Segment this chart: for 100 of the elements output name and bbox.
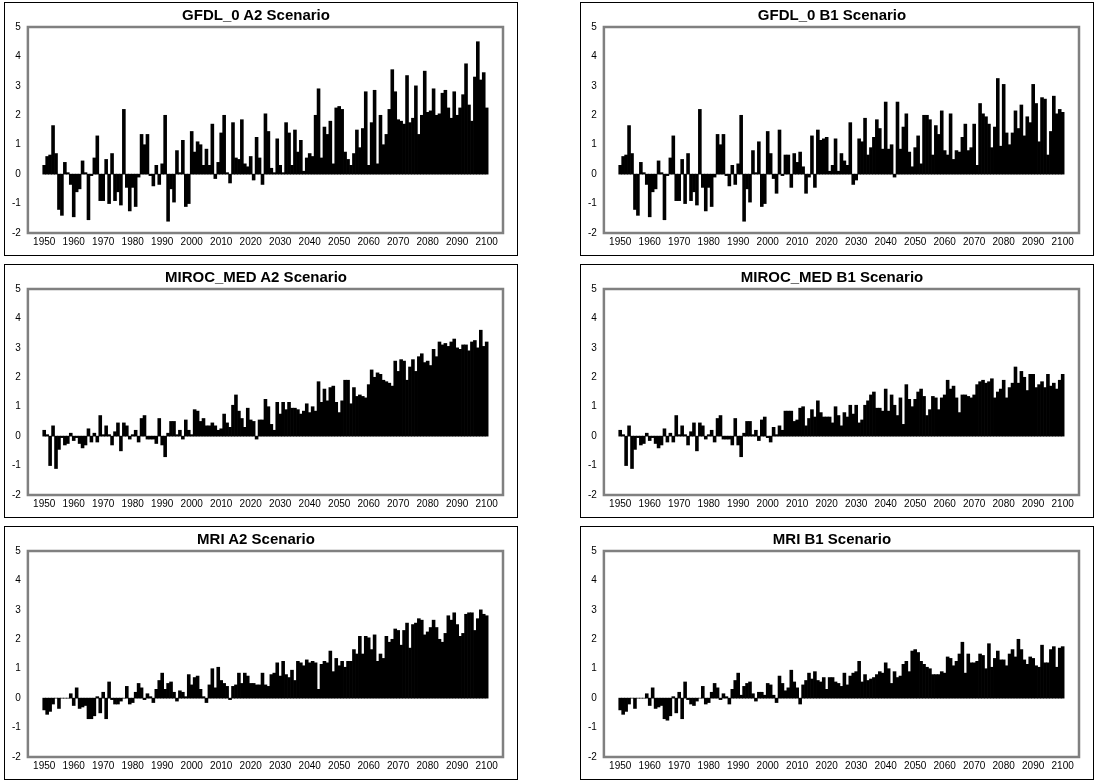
x-tick-label: 1980	[121, 235, 145, 247]
bar	[299, 139, 303, 175]
x-tick-label: 1970	[92, 759, 115, 771]
x-tick-label: 2030	[269, 235, 292, 247]
bar	[57, 697, 61, 709]
bar	[216, 666, 221, 699]
y-tick-label: 2	[15, 109, 22, 121]
x-tick-label: 1990	[151, 497, 174, 509]
bar	[51, 125, 55, 175]
y-tick-label: -1	[587, 197, 598, 209]
bar	[290, 669, 294, 699]
bar	[222, 114, 226, 175]
y-tick-label: 2	[15, 633, 22, 645]
bar	[821, 677, 826, 699]
y-tick-label: 5	[15, 20, 22, 32]
bar	[178, 429, 182, 437]
x-tick-label: 2050	[904, 759, 927, 771]
x-tick-label: 2020	[239, 497, 263, 509]
x-tick-label: 2080	[992, 235, 1016, 247]
y-tick-label: -2	[587, 750, 598, 762]
y-tick-label: -1	[587, 721, 598, 733]
x-tick-label: 2040	[874, 497, 898, 509]
bar	[181, 691, 185, 699]
y-tick-label: 3	[15, 603, 22, 615]
x-tick-label: 2100	[475, 759, 499, 771]
bar	[854, 404, 858, 437]
y-tick-label: 0	[15, 429, 22, 441]
y-tick-label: 0	[15, 691, 22, 703]
bar	[810, 409, 814, 437]
y-tick-label: -2	[11, 750, 22, 762]
x-tick-label: 2070	[387, 235, 410, 247]
x-tick-label: 2070	[387, 497, 410, 509]
x-tick-label: 1970	[92, 235, 115, 247]
x-tick-label: 2010	[210, 235, 233, 247]
y-tick-label: 2	[591, 109, 598, 121]
x-tick-label: 2090	[1022, 235, 1045, 247]
y-tick-label: 1	[15, 662, 22, 674]
x-tick-label: 2020	[815, 759, 839, 771]
y-tick-label: 4	[15, 574, 22, 586]
x-tick-label: 2090	[446, 759, 469, 771]
x-tick-label: 2040	[874, 759, 898, 771]
bar	[275, 401, 280, 437]
y-tick-label: 1	[15, 400, 22, 412]
x-tick-label: 1970	[668, 759, 691, 771]
bar	[813, 671, 817, 699]
x-tick-label: 2030	[845, 759, 868, 771]
x-tick-label: 2010	[786, 759, 809, 771]
x-tick-label: 2090	[1022, 759, 1045, 771]
bar	[240, 119, 244, 175]
x-tick-label: 2100	[1051, 759, 1075, 771]
x-tick-label: 1980	[697, 759, 721, 771]
bar	[237, 672, 241, 699]
x-tick-label: 2000	[756, 235, 780, 247]
y-tick-label: 1	[591, 662, 598, 674]
bar	[618, 429, 623, 437]
y-tick-label: 4	[591, 50, 598, 62]
bar	[789, 669, 794, 699]
x-tick-label: 1980	[697, 235, 721, 247]
bar	[405, 622, 409, 699]
y-tick-label: 3	[591, 79, 598, 91]
x-tick-label: 2100	[1051, 235, 1075, 247]
bar	[798, 151, 802, 175]
bar	[633, 697, 637, 709]
x-tick-label: 1970	[92, 497, 115, 509]
bar	[736, 672, 741, 699]
bar	[281, 661, 285, 699]
x-tick-label: 1950	[33, 235, 56, 247]
bar	[245, 407, 250, 437]
bar	[110, 435, 114, 446]
x-tick-label: 2020	[815, 497, 839, 509]
bar	[464, 63, 468, 175]
x-tick-label: 1960	[62, 497, 86, 509]
x-tick-label: 2080	[416, 235, 440, 247]
bar	[42, 429, 47, 437]
y-tick-label: 3	[15, 79, 22, 91]
chart-title: MRI A2 Scenario	[197, 530, 315, 548]
bar	[358, 636, 362, 699]
bar	[686, 435, 690, 446]
x-tick-label: 2100	[1051, 497, 1075, 509]
x-tick-label: 2050	[328, 759, 351, 771]
bar	[939, 110, 944, 175]
bar	[275, 138, 280, 175]
x-tick-label: 2030	[845, 235, 868, 247]
bar	[476, 41, 480, 175]
x-tick-label: 1980	[121, 759, 145, 771]
x-tick-label: 2030	[269, 497, 292, 509]
bar	[703, 173, 708, 212]
bar	[863, 674, 867, 699]
x-tick-label: 1980	[697, 497, 721, 509]
x-tick-label: 2000	[756, 759, 780, 771]
bar	[857, 661, 861, 699]
bar	[863, 117, 867, 175]
x-tick-label: 2070	[387, 759, 410, 771]
x-tick-label: 1950	[609, 497, 632, 509]
x-tick-label: 2040	[298, 497, 322, 509]
x-tick-label: 1970	[668, 235, 691, 247]
bar	[647, 173, 652, 218]
x-tick-label: 2040	[874, 235, 898, 247]
bar	[184, 419, 188, 437]
x-tick-label: 1950	[33, 497, 56, 509]
